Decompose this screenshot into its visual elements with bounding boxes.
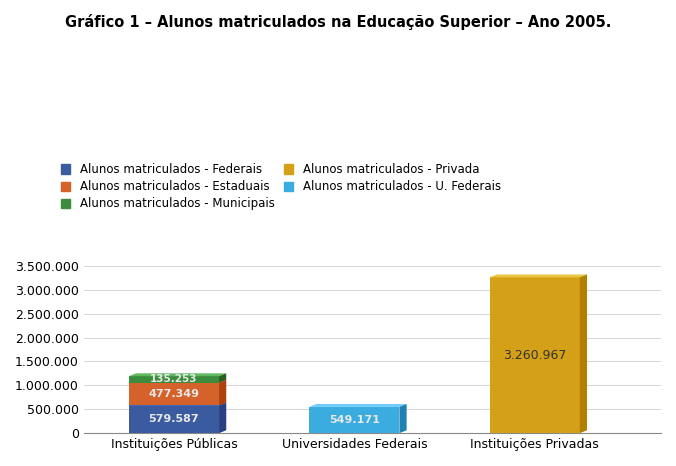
Polygon shape: [489, 277, 580, 433]
Text: 549.171: 549.171: [329, 415, 380, 425]
Polygon shape: [309, 404, 407, 407]
Polygon shape: [129, 373, 226, 376]
Polygon shape: [129, 380, 226, 383]
Polygon shape: [219, 373, 226, 383]
Polygon shape: [580, 274, 587, 433]
Text: 477.349: 477.349: [149, 389, 199, 399]
Polygon shape: [219, 380, 226, 405]
Polygon shape: [129, 383, 219, 405]
Polygon shape: [129, 403, 226, 405]
Polygon shape: [309, 407, 400, 433]
Polygon shape: [219, 403, 226, 433]
Polygon shape: [129, 376, 219, 383]
Text: 579.587: 579.587: [149, 414, 199, 425]
Text: 135.253: 135.253: [150, 374, 197, 384]
Polygon shape: [489, 274, 587, 277]
Text: Gráfico 1 – Alunos matriculados na Educação Superior – Ano 2005.: Gráfico 1 – Alunos matriculados na Educa…: [65, 14, 611, 30]
Legend: Alunos matriculados - Federais, Alunos matriculados - Estaduais, Alunos matricul: Alunos matriculados - Federais, Alunos m…: [61, 163, 501, 210]
Polygon shape: [400, 404, 407, 433]
Text: 3.260.967: 3.260.967: [503, 349, 566, 362]
Polygon shape: [129, 405, 219, 433]
